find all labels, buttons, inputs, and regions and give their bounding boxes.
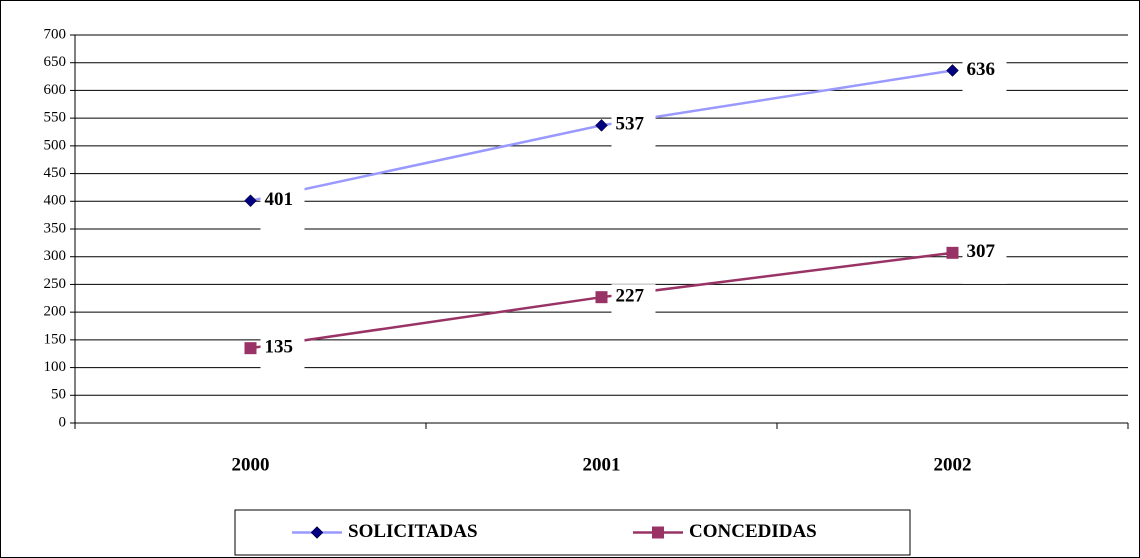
y-tick-label: 550 xyxy=(44,110,67,126)
marker xyxy=(244,342,257,355)
data-label-bg xyxy=(962,57,1007,102)
legend-marker xyxy=(652,526,664,539)
legend-box xyxy=(234,509,911,556)
y-tick-label: 600 xyxy=(44,82,67,98)
legend-label: CONCEDIDAS xyxy=(689,521,817,542)
y-tick-label: 350 xyxy=(44,220,67,236)
y-tick-label: 700 xyxy=(44,26,67,42)
data-label: 227 xyxy=(616,286,645,307)
y-tick-label: 50 xyxy=(51,387,66,403)
y-tick-label: 200 xyxy=(44,304,67,320)
marker xyxy=(595,291,608,304)
x-tick-label: 2000 xyxy=(232,454,270,475)
y-tick-label: 100 xyxy=(44,359,67,375)
data-label-bg xyxy=(260,335,305,380)
data-label: 401 xyxy=(265,189,294,210)
marker xyxy=(946,246,959,259)
y-tick-label: 650 xyxy=(44,54,67,70)
legend-label: SOLICITADAS xyxy=(348,521,478,542)
data-label: 307 xyxy=(967,241,996,262)
data-label: 135 xyxy=(265,337,294,358)
y-tick-label: 450 xyxy=(44,165,67,181)
y-tick-label: 500 xyxy=(44,137,67,153)
x-tick-label: 2002 xyxy=(934,454,972,475)
marker xyxy=(595,118,608,132)
data-label-bg xyxy=(962,239,1007,284)
legend-marker xyxy=(310,526,324,539)
data-label: 636 xyxy=(967,59,996,80)
x-tick-label: 2001 xyxy=(583,454,621,475)
y-tick-label: 150 xyxy=(44,331,67,347)
y-tick-label: 250 xyxy=(44,276,67,292)
y-tick-label: 400 xyxy=(44,193,67,209)
data-label: 537 xyxy=(616,114,645,135)
data-label-bg xyxy=(611,284,656,329)
y-tick-label: 300 xyxy=(44,248,67,264)
marker xyxy=(946,64,959,77)
y-tick-label: 0 xyxy=(59,414,67,430)
data-label-bg xyxy=(260,187,305,232)
data-label-bg xyxy=(611,112,656,157)
marker xyxy=(244,194,257,208)
